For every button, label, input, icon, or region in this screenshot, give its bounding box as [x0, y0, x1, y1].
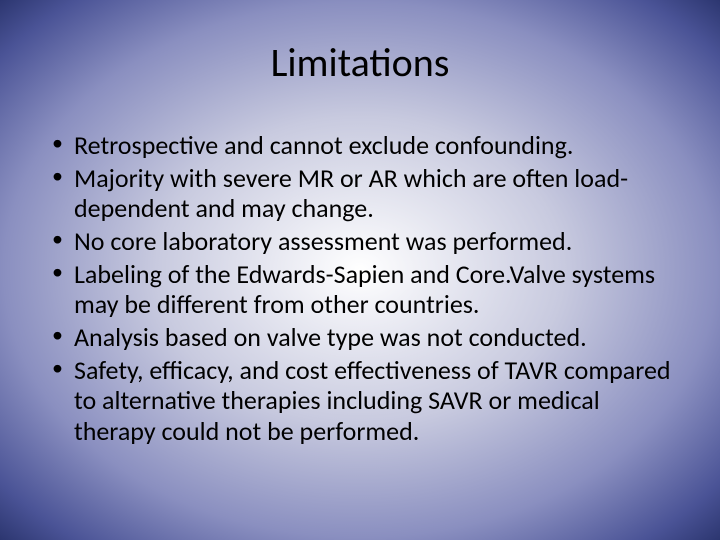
list-item: Majority with severe MR or AR which are … [46, 163, 674, 224]
list-item: Labeling of the Edwards-Sapien and Core.… [46, 259, 674, 320]
slide-title: Limitations [0, 38, 720, 87]
slide: Limitations Retrospective and cannot exc… [0, 0, 720, 540]
list-item: Retrospective and cannot exclude confoun… [46, 130, 674, 161]
list-item: Analysis based on valve type was not con… [46, 322, 674, 353]
list-item: No core laboratory assessment was perfor… [46, 226, 674, 257]
list-item: Safety, efficacy, and cost effectiveness… [46, 355, 674, 447]
bullet-list: Retrospective and cannot exclude confoun… [46, 130, 674, 449]
